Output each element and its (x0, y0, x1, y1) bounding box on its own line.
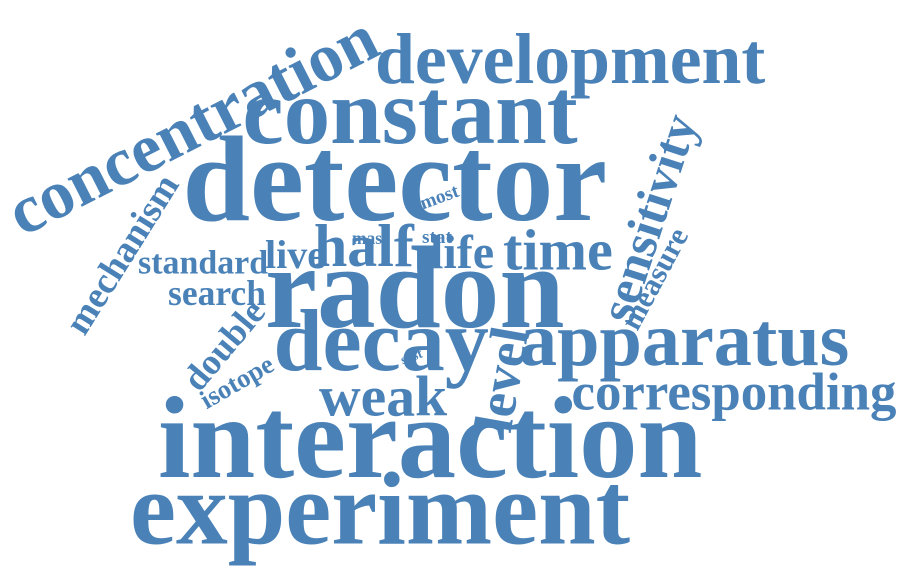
word-radon: radon (265, 224, 565, 354)
word-detector: detector (182, 112, 608, 247)
word-decay: decay (273, 291, 489, 390)
word-life: life (430, 226, 495, 280)
word-stat: stat (422, 226, 452, 248)
word-mas: mas (352, 228, 383, 249)
word-search: search (168, 273, 266, 314)
word-apparatus: apparatus (519, 297, 850, 382)
word-live: live (265, 231, 325, 277)
word-constant: constant (242, 61, 578, 165)
word-weak: weak (319, 365, 448, 429)
word-development: development (375, 19, 766, 100)
word-experiment: experiment (130, 452, 631, 567)
word-half: half (314, 213, 414, 280)
word-time: time (503, 217, 613, 283)
word-corresponding: corresponding (571, 363, 897, 422)
word-standard: standard (138, 244, 269, 282)
word-interaction: interaction (158, 374, 703, 504)
